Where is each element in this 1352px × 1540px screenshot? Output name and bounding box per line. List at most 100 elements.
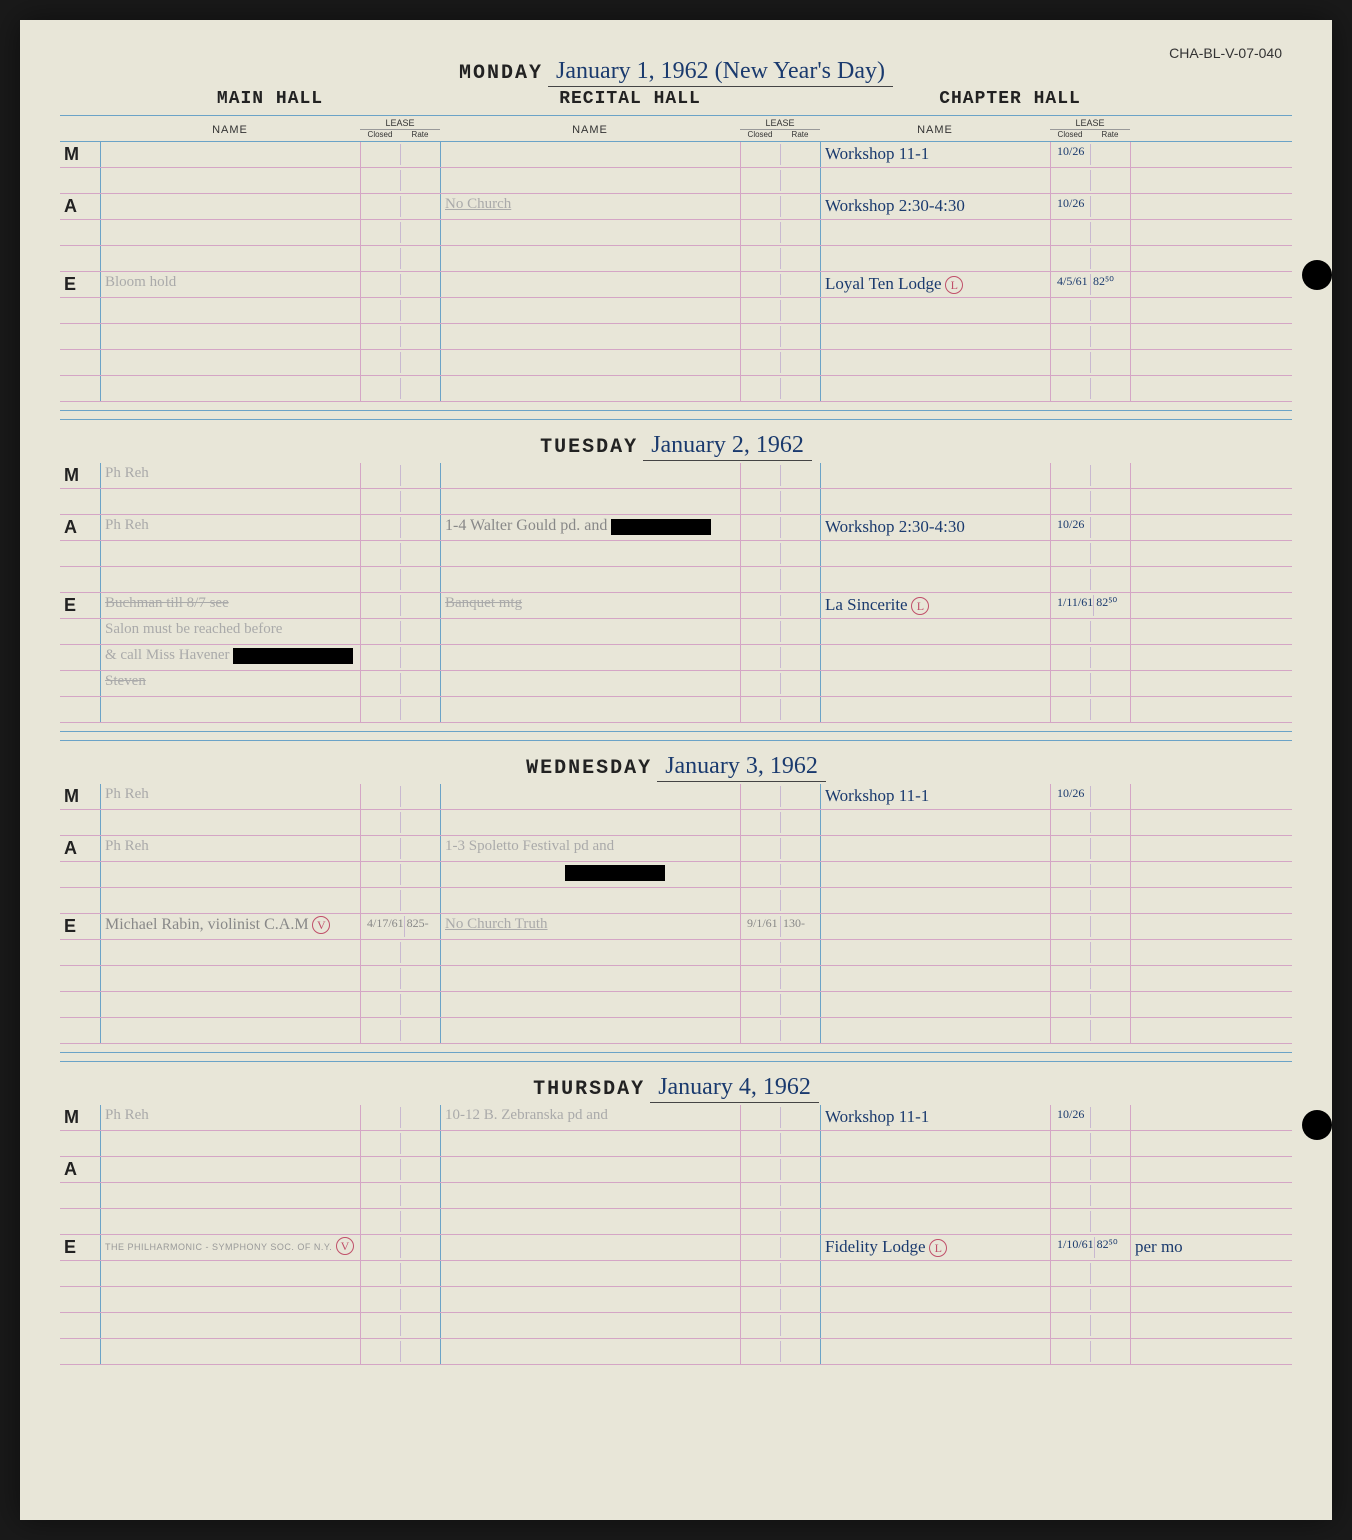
hall-main-label: MAIN HALL — [100, 89, 440, 109]
row-end — [1130, 463, 1220, 488]
chapter-hall-lease — [1050, 1183, 1130, 1208]
ledger-row — [60, 1313, 1292, 1339]
time-slot — [60, 567, 100, 592]
chapter-hall-lease: 1/11/6182⁵⁰ — [1050, 593, 1130, 618]
recital-hall-name — [440, 645, 740, 670]
recital-hall-lease — [740, 1287, 820, 1312]
row-end — [1130, 836, 1220, 861]
main-hall-lease: 4/17/61825- — [360, 914, 440, 939]
time-slot: E — [60, 272, 100, 297]
recital-hall-lease — [740, 1313, 820, 1338]
recital-hall-name: No Church Truth — [440, 914, 740, 939]
main-hall-lease — [360, 1157, 440, 1182]
chapter-hall-name — [820, 697, 1050, 722]
time-slot — [60, 324, 100, 349]
chapter-hall-name: Workshop 11-1 — [820, 1105, 1050, 1130]
chapter-hall-lease — [1050, 376, 1130, 401]
chapter-hall-name — [820, 298, 1050, 323]
recital-hall-name: Banquet mtg — [440, 593, 740, 618]
ledger-row: ETHE PHILHARMONIC - SYMPHONY SOC. OF N.Y… — [60, 1235, 1292, 1261]
col-lease: LEASEClosedRate — [740, 118, 820, 139]
chapter-hall-name: Workshop 11-1 — [820, 142, 1050, 167]
recital-hall-name: 10-12 B. Zebranska pd and — [440, 1105, 740, 1130]
main-hall-name — [100, 940, 360, 965]
main-hall-lease — [360, 1183, 440, 1208]
ledger-row — [60, 489, 1292, 515]
time-slot — [60, 862, 100, 887]
recital-hall-lease — [740, 619, 820, 644]
recital-hall-lease — [740, 489, 820, 514]
chapter-hall-lease — [1050, 1157, 1130, 1182]
chapter-hall-name — [820, 619, 1050, 644]
recital-hall-lease — [740, 246, 820, 271]
recital-hall-name — [440, 272, 740, 297]
recital-hall-name — [440, 1313, 740, 1338]
recital-hall-name — [440, 541, 740, 566]
chapter-hall-lease — [1050, 1018, 1130, 1043]
recital-hall-lease — [740, 966, 820, 991]
ledger-row — [60, 992, 1292, 1018]
main-hall-lease — [360, 992, 440, 1017]
ledger-row — [60, 1209, 1292, 1235]
chapter-hall-lease — [1050, 168, 1130, 193]
main-hall-lease — [360, 697, 440, 722]
recital-hall-lease — [740, 888, 820, 913]
recital-hall-name — [440, 1018, 740, 1043]
row-end — [1130, 966, 1220, 991]
time-slot: M — [60, 463, 100, 488]
chapter-hall-lease — [1050, 463, 1130, 488]
main-hall-name — [100, 1131, 360, 1156]
recital-hall-lease — [740, 168, 820, 193]
time-slot — [60, 645, 100, 670]
chapter-hall-lease — [1050, 246, 1130, 271]
recital-hall-lease — [740, 567, 820, 592]
recital-hall-lease — [740, 862, 820, 887]
ledger-row — [60, 298, 1292, 324]
recital-hall-name — [440, 298, 740, 323]
chapter-hall-name: La Sincerite L — [820, 593, 1050, 618]
ledger-row: EMichael Rabin, violinist C.A.M V4/17/61… — [60, 914, 1292, 940]
chapter-hall-lease — [1050, 862, 1130, 887]
chapter-hall-name — [820, 1157, 1050, 1182]
chapter-hall-lease — [1050, 888, 1130, 913]
time-slot — [60, 966, 100, 991]
main-hall-lease — [360, 784, 440, 809]
ledger-row — [60, 350, 1292, 376]
chapter-hall-name — [820, 541, 1050, 566]
recital-hall-lease — [740, 1183, 820, 1208]
time-slot — [60, 541, 100, 566]
day-block: MONDAY January 1, 1962 (New Year's Day) … — [60, 50, 1292, 402]
main-hall-name — [100, 324, 360, 349]
ledger-row: MPh Reh — [60, 463, 1292, 489]
punch-hole-icon — [1302, 260, 1332, 290]
ledger-row — [60, 567, 1292, 593]
recital-hall-lease — [740, 1261, 820, 1286]
main-hall-name: Ph Reh — [100, 836, 360, 861]
chapter-hall-lease — [1050, 298, 1130, 323]
day-label: WEDNESDAY — [526, 757, 652, 780]
time-slot — [60, 1339, 100, 1364]
recital-hall-name — [440, 1131, 740, 1156]
recital-hall-lease — [740, 515, 820, 540]
day-block: WEDNESDAY January 3, 1962MPh RehWorkshop… — [60, 731, 1292, 1044]
chapter-hall-lease — [1050, 1313, 1130, 1338]
main-hall-lease — [360, 593, 440, 618]
recital-hall-lease — [740, 784, 820, 809]
main-hall-name — [100, 1313, 360, 1338]
time-slot: A — [60, 515, 100, 540]
row-end — [1130, 272, 1220, 297]
main-hall-name — [100, 810, 360, 835]
main-hall-name: Bloom hold — [100, 272, 360, 297]
time-slot — [60, 1183, 100, 1208]
recital-hall-lease — [740, 142, 820, 167]
day-block: THURSDAY January 4, 1962MPh Reh10-12 B. … — [60, 1052, 1292, 1365]
main-hall-lease — [360, 1209, 440, 1234]
day-header: THURSDAY January 4, 1962 — [60, 1066, 1292, 1105]
row-end — [1130, 298, 1220, 323]
main-hall-lease — [360, 463, 440, 488]
day-label: MONDAY — [459, 62, 543, 85]
time-slot — [60, 246, 100, 271]
row-end — [1130, 1018, 1220, 1043]
recital-hall-name — [440, 862, 740, 887]
chapter-hall-lease — [1050, 350, 1130, 375]
